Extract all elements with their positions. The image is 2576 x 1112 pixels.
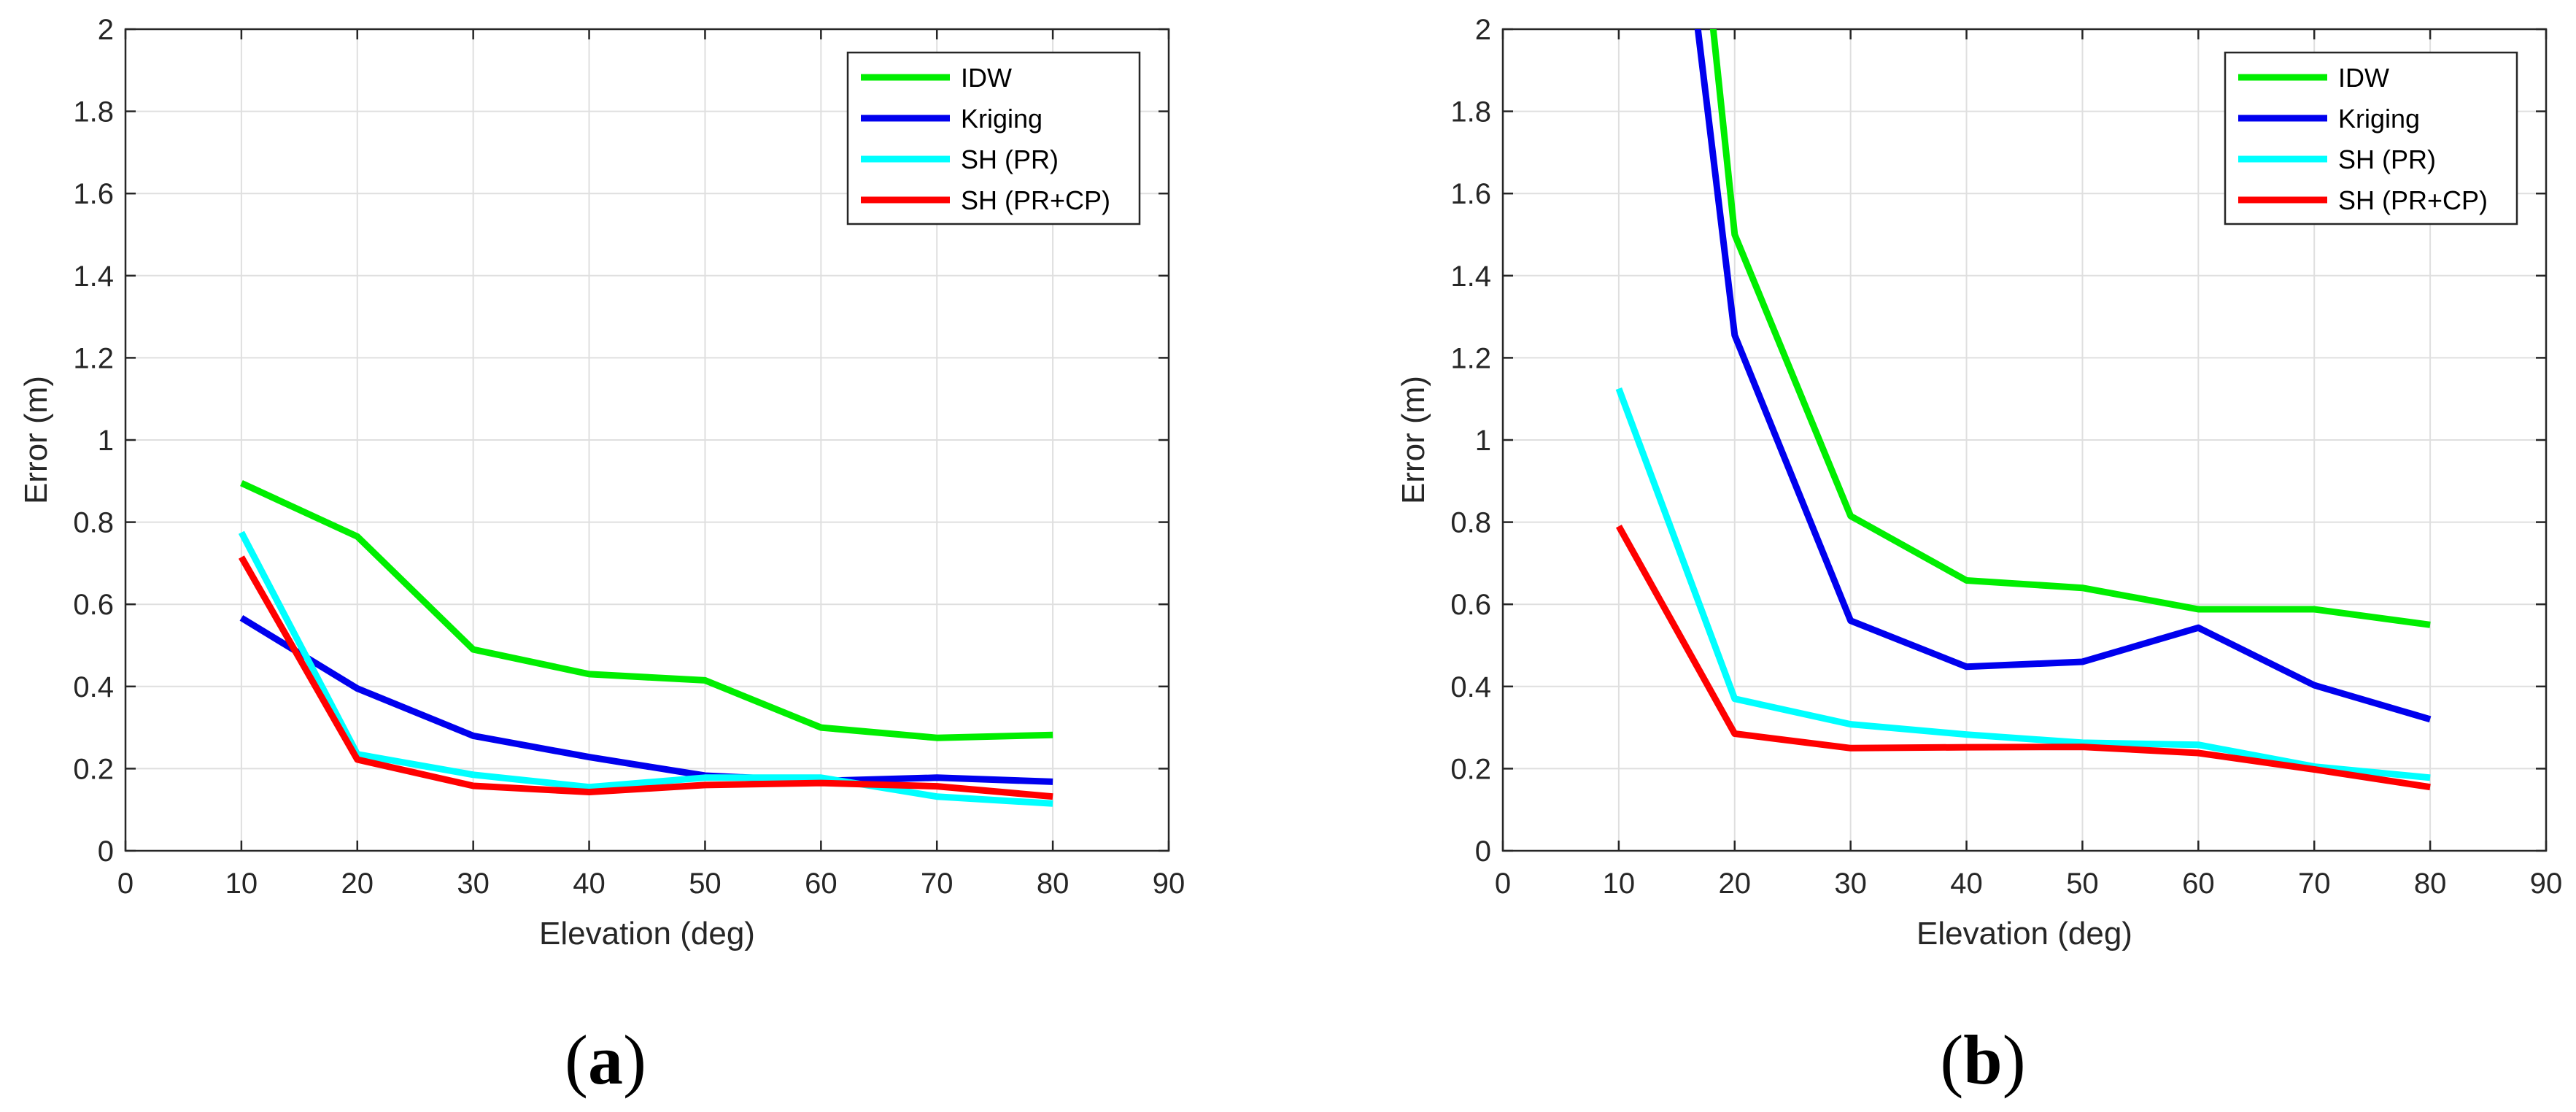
x-tick-label: 80 [1037,868,1070,900]
caption-close-paren: ) [623,1021,646,1099]
y-tick-label: 1.4 [73,260,114,293]
caption-close-paren: ) [2003,1021,2026,1099]
caption-open-paren: ( [1940,1021,1963,1099]
panel-caption: (b) [1940,1021,2025,1099]
y-tick-label: 2 [98,14,114,46]
legend-label-sh-pr-cp: SH (PR+CP) [2338,185,2488,215]
y-axis-label: Error (m) [1396,376,1431,504]
x-tick-label: 40 [573,868,606,900]
series-line-idw [1709,29,2431,628]
x-tick-label: 0 [1495,868,1511,900]
chart-panel-b: 0 10 20 30 40 50 60 70 80 90 0 0.2 0.4 0.6 0.8 1 1.2 1.4 1… [1396,14,2563,1099]
y-tick-label: 1.8 [73,96,114,128]
x-tick-label: 50 [689,868,722,900]
x-tick-label: 90 [2530,868,2563,900]
x-tick-label: 60 [805,868,838,900]
series-lines [1615,29,2432,791]
legend-box [2224,51,2518,225]
series-lines [238,480,1053,807]
series-line-sh-pr [238,530,1053,807]
y-tick-label: 0 [98,835,114,868]
x-tick-label: 70 [921,868,954,900]
series-line-idw [240,480,1053,741]
x-tick-label: 20 [341,868,374,900]
legend-box [846,51,1141,225]
x-axis-label: Elevation (deg) [1916,916,2132,951]
y-tick-label: 0.4 [1450,671,1491,703]
x-tick-label: 70 [2298,868,2331,900]
y-tick-label: 1.8 [1450,96,1491,128]
series-line-sh-pr-cp [238,555,1053,800]
caption-letter: a [588,1021,623,1099]
x-tick-label: 40 [1950,868,1983,900]
y-tick-label: 0.4 [73,671,114,703]
series-line-kriging [239,614,1053,785]
y-tick-label: 2 [1475,14,1491,46]
legend: IDW Kriging SH (PR) SH (PR+CP) [2224,51,2518,225]
y-tick-label: 0.6 [1450,589,1491,621]
y-tick-label: 0.8 [73,507,114,539]
x-tick-label: 50 [2066,868,2099,900]
x-tick-label: 90 [1153,868,1185,900]
y-tick-label: 0.2 [73,753,114,785]
y-tick-label: 1.6 [73,178,114,210]
y-tick-label: 1.2 [1450,342,1491,374]
chart-panel-a: 0 10 20 30 40 50 60 70 80 90 0 0.2 0.4 0.6 0.8 1 1.2 1.4 1… [18,14,1185,1099]
x-tick-label: 30 [1834,868,1867,900]
series-line-sh-pr-cp [1615,525,2431,791]
legend-label-sh-pr: SH (PR) [961,144,1059,174]
y-tick-label: 1 [98,425,114,457]
y-axis-label: Error (m) [18,376,54,504]
legend-label-kriging: Kriging [2338,104,2420,134]
legend-label-idw: IDW [2338,63,2389,93]
panel-caption: (a) [565,1021,646,1099]
series-line-sh-pr [1615,387,2431,781]
x-axis-label: Elevation (deg) [539,916,755,951]
x-tick-label: 20 [1719,868,1752,900]
y-tick-label: 1 [1475,425,1491,457]
y-tick-label: 1.6 [1450,178,1491,210]
caption-letter: b [1963,1021,2002,1099]
x-tick-label: 10 [225,868,258,900]
legend-label-sh-pr-cp: SH (PR+CP) [961,185,1110,215]
y-tick-label: 1.2 [73,342,114,374]
legend: IDW Kriging SH (PR) SH (PR+CP) [846,51,1141,225]
x-tick-label: 30 [457,868,490,900]
legend-label-sh-pr: SH (PR) [2338,144,2436,174]
x-tick-label: 0 [117,868,134,900]
y-tick-label: 1.4 [1450,260,1491,293]
legend-label-kriging: Kriging [961,104,1043,134]
series-line-kriging [1694,29,2432,723]
x-tick-label: 10 [1603,868,1636,900]
caption-open-paren: ( [565,1021,588,1099]
y-tick-label: 0.8 [1450,507,1491,539]
y-tick-label: 0.6 [73,589,114,621]
legend-label-idw: IDW [961,63,1012,93]
y-tick-label: 0.2 [1450,753,1491,785]
x-tick-label: 80 [2414,868,2447,900]
y-tick-label: 0 [1475,835,1491,868]
x-tick-label: 60 [2182,868,2215,900]
